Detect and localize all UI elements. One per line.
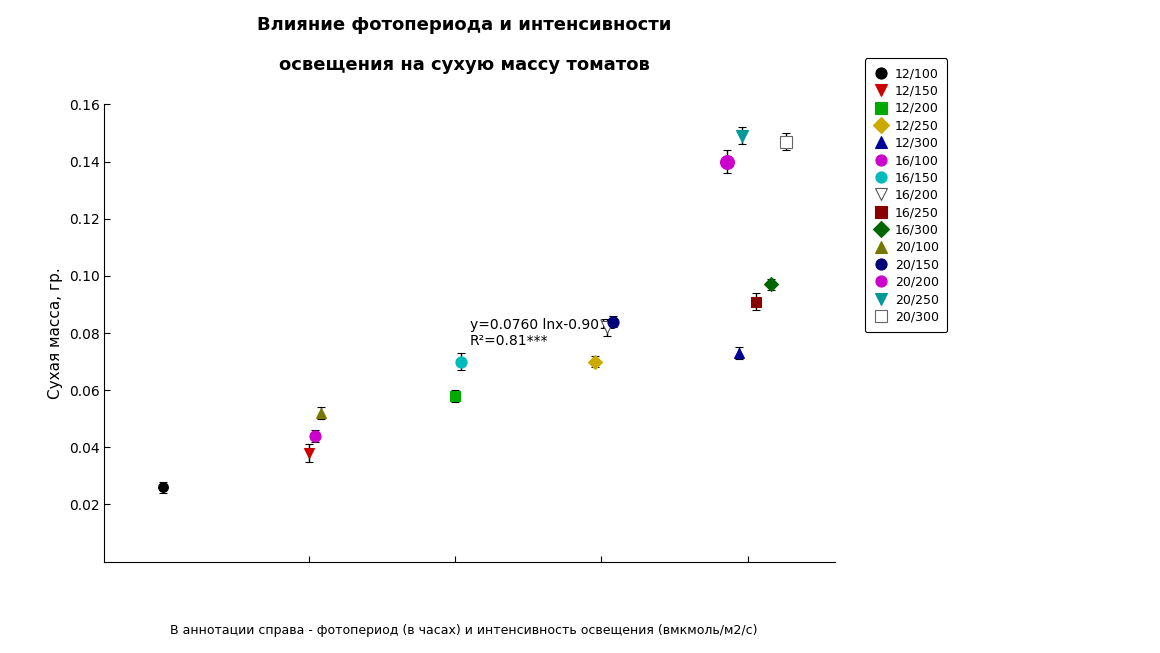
Legend: 12/100, 12/150, 12/200, 12/250, 12/300, 16/100, 16/150, 16/200, 16/250, 16/300, : 12/100, 12/150, 12/200, 12/250, 12/300, … [864, 59, 948, 332]
Text: В аннотации справа - фотопериод (в часах) и интенсивность освещения (вмкмоль/м2/: В аннотации справа - фотопериод (в часах… [171, 624, 757, 637]
Text: освещения на сухую массу томатов: освещения на сухую массу томатов [278, 56, 650, 74]
Y-axis label: Сухая масса, гр.: Сухая масса, гр. [48, 267, 63, 399]
Text: y=0.0760 lnx-0.9018
R²=0.81***: y=0.0760 lnx-0.9018 R²=0.81*** [470, 318, 617, 348]
Text: Влияние фотопериода и интенсивности: Влияние фотопериода и интенсивности [256, 16, 672, 35]
